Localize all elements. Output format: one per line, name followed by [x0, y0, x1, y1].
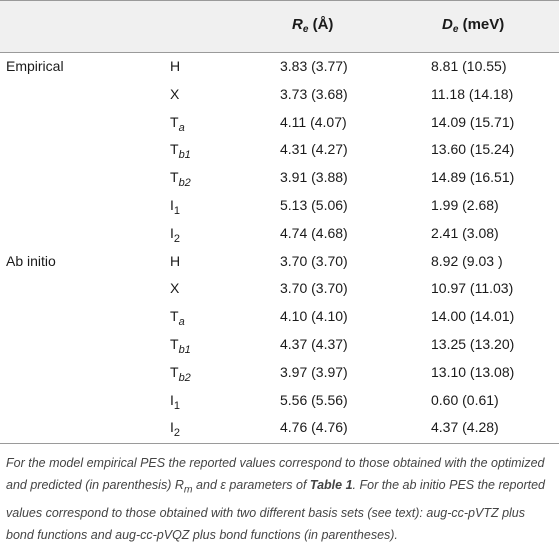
site-label: Ta	[170, 113, 185, 134]
table-row: X 3.70 (3.70) 10.97 (11.03)	[0, 276, 559, 302]
site-label: Tb1	[170, 336, 191, 356]
site-main: T	[170, 336, 179, 352]
site-main: T	[170, 169, 179, 186]
site-subscript: b2	[178, 177, 191, 190]
de-value: 11.18 (14.18)	[431, 85, 514, 102]
site-main: I	[170, 197, 174, 213]
re-value: 4.74 (4.68)	[280, 224, 348, 241]
de-value: 0.60 (0.61)	[431, 391, 499, 408]
site-label: X	[170, 86, 179, 102]
table-header: Re (Å) De (meV)	[0, 0, 559, 53]
re-value: 3.73 (3.68)	[280, 85, 348, 102]
group-label: Ab initio	[6, 252, 56, 269]
site-label: I1	[170, 197, 180, 217]
site-main: H	[170, 252, 181, 269]
table-row: Ab initio H 3.70 (3.70) 8.92 (9.03 )	[0, 249, 559, 275]
table-row: I1 5.56 (5.56) 0.60 (0.61)	[0, 388, 559, 414]
footnote-rm-subscript: m	[183, 484, 193, 496]
de-value: 14.00 (14.01)	[431, 308, 515, 325]
de-value: 14.89 (16.51)	[431, 169, 515, 186]
table-row: Tb2 3.97 (3.97) 13.10 (13.08)	[0, 360, 559, 386]
re-symbol: R	[292, 16, 303, 33]
table-row: Ta 4.10 (4.10) 14.00 (14.01)	[0, 304, 559, 330]
table-row: Ta 4.11 (4.07) 14.09 (15.71)	[0, 110, 559, 136]
de-value: 8.92 (9.03 )	[431, 252, 503, 269]
group-label: Empirical	[6, 58, 64, 74]
site-label: I1	[170, 391, 180, 412]
table-row: X 3.73 (3.68) 11.18 (14.18)	[0, 82, 559, 108]
re-value: 4.37 (4.37)	[280, 336, 348, 352]
re-value: 4.10 (4.10)	[280, 308, 348, 325]
site-subscript: a	[178, 316, 185, 329]
column-header-de: De (meV)	[442, 16, 505, 35]
site-subscript: b1	[178, 344, 191, 356]
site-main: T	[170, 113, 179, 130]
site-label: H	[170, 58, 180, 74]
de-value: 14.09 (15.71)	[431, 113, 515, 130]
footnote-text-1: For the model empirical PES the reported…	[6, 456, 545, 492]
table-footnote: For the model empirical PES the reported…	[6, 452, 554, 546]
site-label: H	[170, 253, 180, 269]
site-main: T	[170, 141, 179, 158]
site-main: T	[170, 363, 179, 380]
footnote-rm-symbol: R	[174, 478, 184, 492]
site-subscript: b2	[178, 371, 191, 384]
re-subscript: e	[302, 24, 309, 35]
de-symbol: D	[442, 16, 453, 33]
site-label: I2	[170, 224, 180, 245]
de-unit: (meV)	[462, 16, 505, 33]
footnote-text-2: and ε parameters of	[192, 478, 310, 492]
re-value: 4.76 (4.76)	[280, 419, 348, 436]
de-value: 13.10 (13.08)	[431, 363, 515, 380]
table-row: I2 4.74 (4.68) 2.41 (3.08)	[0, 221, 559, 247]
re-unit: (Å)	[312, 16, 334, 33]
table-row: I1 5.13 (5.06) 1.99 (2.68)	[0, 193, 559, 219]
site-label: Tb1	[170, 141, 191, 161]
site-subscript: b1	[178, 149, 191, 162]
site-label: Ta	[170, 308, 185, 328]
re-value: 4.11 (4.07)	[280, 113, 347, 130]
de-value: 10.97 (11.03)	[431, 280, 514, 297]
re-value: 3.83 (3.77)	[280, 58, 348, 74]
site-subscript: 1	[173, 399, 181, 412]
site-main: I	[170, 224, 174, 241]
site-main: X	[170, 280, 180, 297]
table-bottom-rule	[0, 443, 559, 444]
re-value: 3.97 (3.97)	[280, 363, 348, 380]
re-value: 3.91 (3.88)	[280, 169, 348, 186]
site-label: I2	[170, 419, 180, 439]
de-value: 13.60 (15.24)	[431, 141, 515, 158]
footnote-table-link[interactable]: Table 1	[309, 478, 353, 492]
site-main: H	[170, 58, 181, 74]
table-row: Empirical H 3.83 (3.77) 8.81 (10.55)	[0, 54, 559, 80]
footnote-text-3: . For the ab initio PES the reported val…	[6, 478, 545, 542]
re-value: 5.56 (5.56)	[280, 391, 348, 408]
site-subscript: 1	[173, 205, 181, 217]
re-value: 5.13 (5.06)	[280, 197, 348, 213]
site-subscript: a	[178, 121, 185, 134]
de-value: 13.25 (13.20)	[431, 336, 515, 352]
table-row: Tb1 4.37 (4.37) 13.25 (13.20)	[0, 332, 559, 358]
de-value: 8.81 (10.55)	[431, 58, 507, 74]
re-value: 3.70 (3.70)	[280, 252, 348, 269]
site-main: I	[170, 419, 174, 436]
column-header-re: Re (Å)	[292, 16, 334, 35]
site-label: Tb2	[170, 169, 191, 189]
table-row: Tb2 3.91 (3.88) 14.89 (16.51)	[0, 165, 559, 191]
site-label: X	[170, 280, 179, 296]
re-value: 3.70 (3.70)	[280, 280, 348, 297]
site-main: T	[170, 308, 179, 325]
de-value: 4.37 (4.28)	[431, 419, 499, 436]
de-subscript: e	[452, 24, 459, 35]
de-value: 1.99 (2.68)	[431, 197, 499, 213]
site-main: I	[170, 391, 174, 408]
table-row: I2 4.76 (4.76) 4.37 (4.28)	[0, 415, 559, 441]
site-subscript: 2	[173, 232, 181, 245]
de-value: 2.41 (3.08)	[431, 224, 499, 241]
re-value: 4.31 (4.27)	[280, 141, 348, 158]
table-row: Tb1 4.31 (4.27) 13.60 (15.24)	[0, 137, 559, 163]
site-label: Tb2	[170, 363, 191, 384]
site-main: X	[170, 85, 180, 102]
site-subscript: 2	[173, 427, 181, 440]
